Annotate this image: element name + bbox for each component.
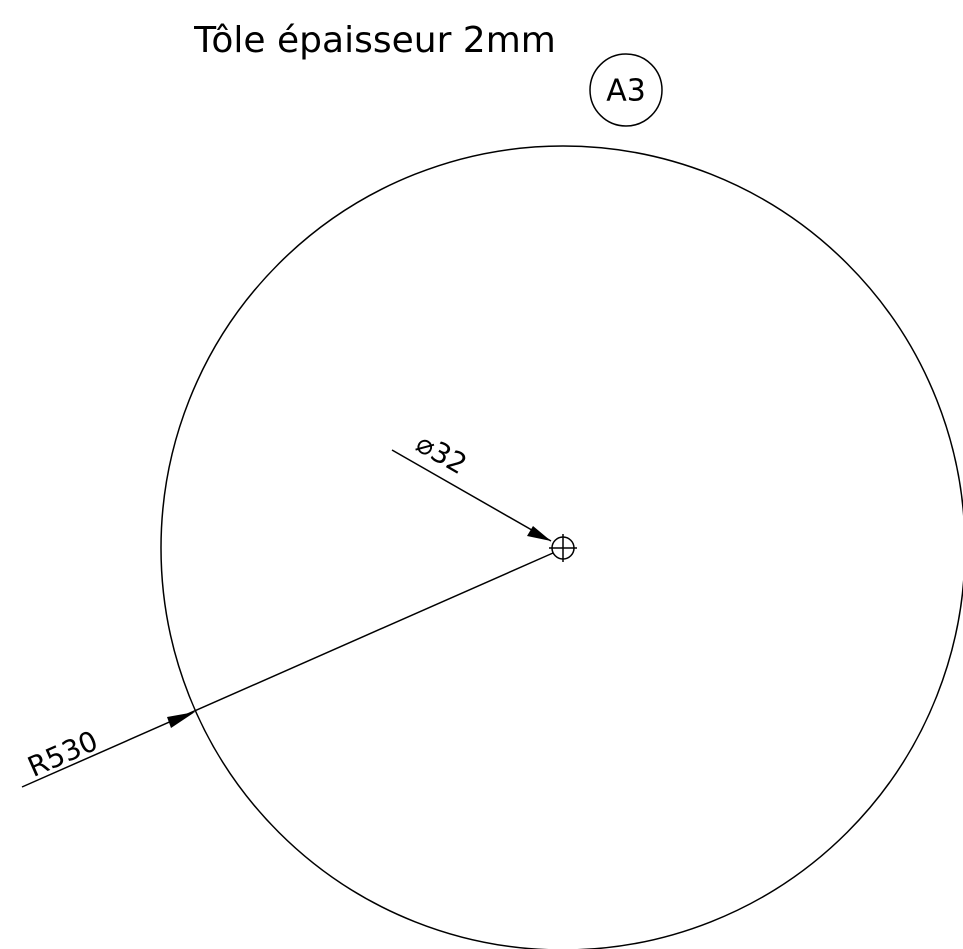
radius-arrow (167, 712, 195, 728)
title: Tôle épaisseur 2mm (193, 20, 556, 61)
diameter-leader (391, 449, 552, 542)
balloon-circle (589, 53, 663, 127)
outer-circle (160, 145, 963, 949)
diameter-label: ⌀32 (411, 426, 473, 481)
radius-label: R530 (23, 724, 103, 784)
radius-leader (21, 552, 554, 788)
diameter-arrow (527, 526, 551, 541)
balloon-label: A3 (606, 74, 646, 109)
